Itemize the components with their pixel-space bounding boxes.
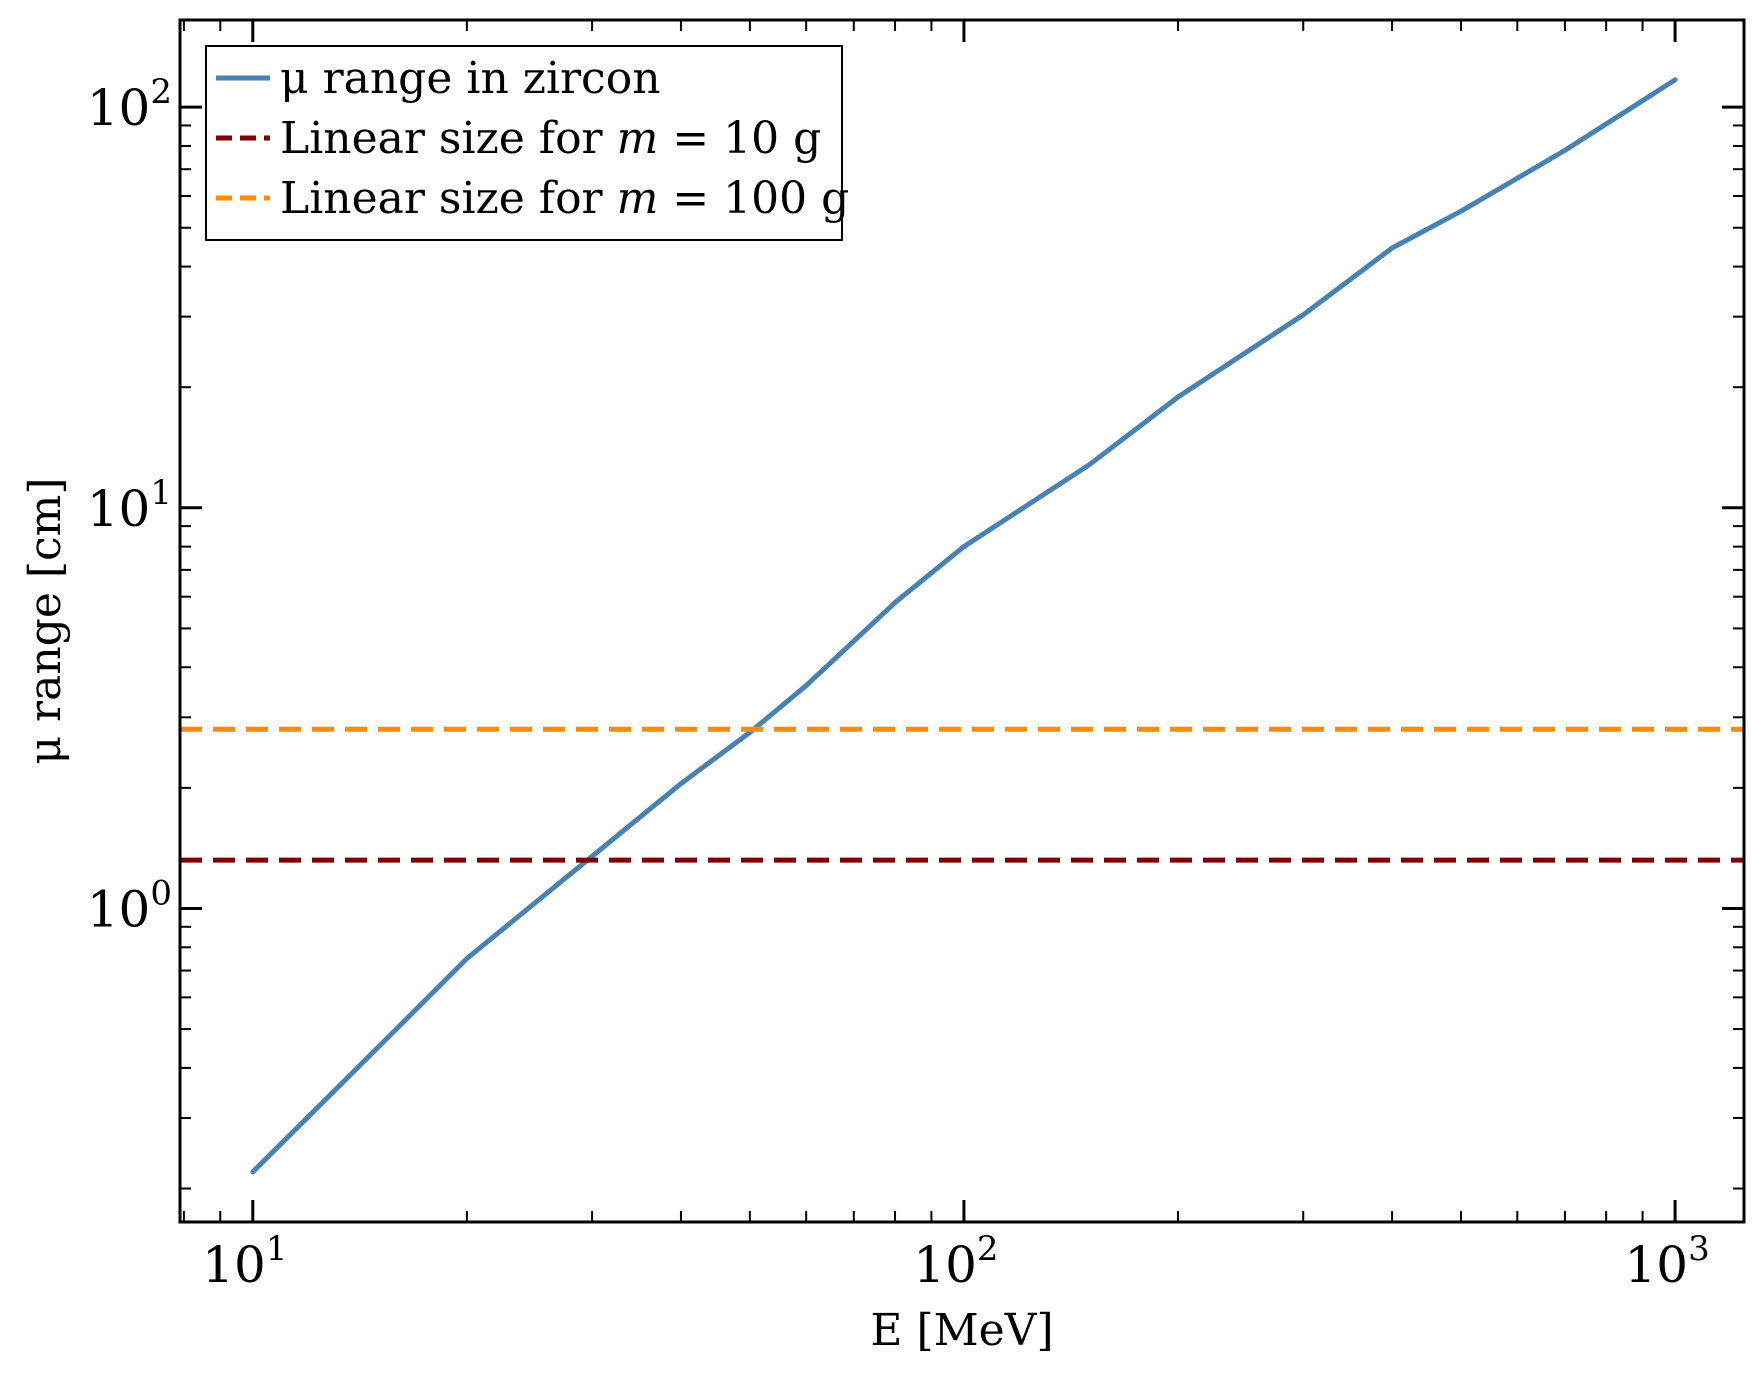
series-layer (180, 77, 1744, 1175)
legend-label-series-2-b: = 100 g (658, 173, 849, 224)
x-tick-label-exp: 3 (1688, 1229, 1710, 1269)
y-tick-label-exp: 2 (150, 72, 172, 112)
legend-label-series-2: Linear size for m = 100 g (280, 173, 849, 224)
y-tick-label-0: 100 (87, 873, 172, 938)
x-tick-label-exp: 1 (266, 1229, 288, 1269)
x-axis-label: E [MeV] (870, 1305, 1053, 1356)
legend-label-series-0: μ range in zircon (280, 53, 661, 104)
legend-label-series-2-var: m (617, 173, 659, 224)
y-tick-label-base: 10 (87, 480, 151, 538)
plot-frame (178, 18, 1746, 1224)
legend-label-series-1-a: Linear size for (280, 113, 617, 164)
x-tick-label-base: 10 (913, 1236, 977, 1294)
y-tick-label-1: 101 (87, 473, 172, 538)
x-tick-label-1: 102 (913, 1229, 998, 1294)
ticks-layer (180, 20, 1744, 1222)
series-line-0 (250, 77, 1678, 1175)
legend-box (205, 45, 843, 241)
y-axis-label: μ range [cm] (20, 477, 71, 764)
legend: μ range in zircon Linear size for m = 10… (205, 45, 849, 241)
legend-label-series-1: Linear size for m = 10 g (280, 113, 821, 164)
x-tick-label-base: 10 (202, 1236, 266, 1294)
x-tick-label-2: 103 (1624, 1229, 1709, 1294)
x-tick-label-exp: 2 (977, 1229, 999, 1269)
y-tick-label-exp: 1 (150, 473, 172, 513)
x-tick-label-0: 101 (202, 1229, 287, 1294)
y-tick-label-base: 10 (87, 880, 151, 938)
x-tick-label-base: 10 (1624, 1236, 1688, 1294)
y-tick-label-2: 102 (87, 72, 172, 137)
y-tick-label-exp: 0 (150, 873, 172, 913)
y-tick-label-base: 10 (87, 79, 151, 137)
legend-label-series-2-a: Linear size for (280, 173, 617, 224)
legend-label-series-1-var: m (617, 113, 659, 164)
legend-label-series-1-b: = 10 g (658, 113, 821, 164)
